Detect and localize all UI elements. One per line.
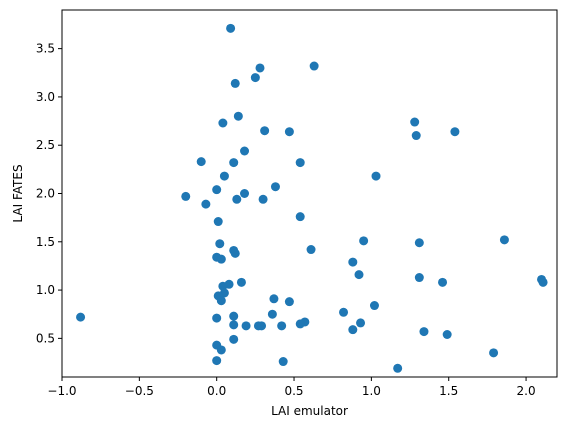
data-point: [442, 330, 452, 340]
data-point: [232, 194, 242, 204]
data-point: [255, 63, 265, 73]
data-point: [240, 189, 250, 198]
data-point: [218, 118, 228, 128]
data-point: [359, 236, 369, 246]
data-point: [219, 171, 229, 181]
data-point: [270, 182, 280, 192]
data-point: [229, 311, 239, 321]
data-point: [306, 245, 316, 255]
data-point: [212, 185, 222, 195]
data-point: [229, 320, 239, 330]
data-point: [499, 235, 509, 245]
x-axis-label: LAI emulator: [271, 404, 348, 418]
data-point: [438, 277, 448, 287]
data-point: [450, 127, 460, 137]
data-point: [260, 126, 270, 136]
points-layer: [76, 23, 548, 373]
data-point: [216, 345, 226, 355]
data-point: [284, 127, 294, 137]
data-point: [201, 199, 211, 209]
y-axis: 0.5 1.0 1.5 2.0 2.5 3.0 3.5: [36, 42, 62, 345]
data-point: [371, 171, 381, 181]
data-point: [258, 194, 268, 204]
data-point: [196, 157, 206, 167]
data-point: [230, 78, 240, 88]
data-point: [309, 61, 319, 71]
data-point: [354, 270, 364, 280]
data-point: [393, 363, 403, 373]
data-point: [538, 277, 548, 287]
y-tick-label: 0.5: [36, 331, 55, 345]
data-point: [267, 309, 277, 319]
data-point: [212, 313, 222, 323]
data-point: [76, 312, 86, 322]
y-tick-label: 3.5: [36, 42, 55, 56]
data-point: [226, 23, 236, 33]
x-tick-label: 2.0: [517, 384, 536, 398]
data-point: [414, 238, 424, 248]
x-tick-label: −0.5: [125, 384, 154, 398]
data-point: [269, 294, 279, 304]
data-point: [216, 296, 226, 306]
x-tick-label: 0.0: [207, 384, 226, 398]
data-point: [369, 301, 379, 311]
data-point: [230, 248, 240, 258]
data-point: [295, 158, 305, 168]
data-point: [419, 327, 429, 337]
data-point: [229, 334, 239, 344]
y-tick-label: 3.0: [36, 90, 55, 104]
data-point: [277, 321, 287, 331]
plot-frame: [61, 9, 558, 378]
data-point: [181, 191, 191, 201]
y-axis-label: LAI FATES: [11, 164, 25, 222]
data-point: [414, 273, 424, 283]
data-point: [339, 307, 349, 317]
data-point: [215, 239, 225, 249]
data-point: [348, 257, 358, 267]
x-tick-label: −1.0: [47, 384, 76, 398]
data-point: [212, 356, 222, 366]
y-tick-label: 1.0: [36, 283, 55, 297]
data-point: [356, 318, 366, 328]
x-axis: −1.0 −0.5 0.0 0.5 1.0 1.5 2.0: [47, 377, 536, 398]
data-point: [233, 111, 243, 121]
data-point: [229, 158, 239, 168]
data-point: [216, 254, 226, 264]
data-point: [284, 297, 294, 307]
data-point: [236, 277, 246, 287]
data-point: [257, 321, 267, 331]
data-point: [278, 357, 288, 367]
data-point: [295, 319, 305, 329]
data-point: [489, 348, 499, 358]
y-tick-label: 2.5: [36, 138, 55, 152]
data-point: [213, 217, 223, 227]
data-point: [295, 212, 305, 222]
x-tick-label: 1.0: [362, 384, 381, 398]
data-point: [410, 117, 420, 127]
x-tick-label: 1.5: [439, 384, 458, 398]
data-point: [241, 321, 251, 331]
data-point: [348, 325, 358, 335]
y-tick-label: 1.5: [36, 235, 55, 249]
data-point: [411, 131, 421, 141]
data-point: [218, 281, 228, 291]
y-tick-label: 2.0: [36, 187, 55, 201]
x-tick-label: 0.5: [284, 384, 303, 398]
data-point: [240, 146, 250, 156]
data-point: [250, 73, 260, 83]
